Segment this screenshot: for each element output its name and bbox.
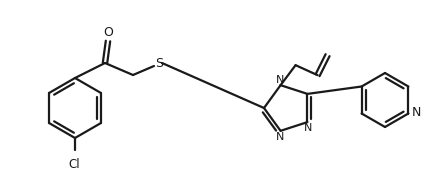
Text: O: O (103, 26, 113, 39)
Text: N: N (304, 123, 312, 133)
Text: N: N (412, 106, 421, 119)
Text: N: N (275, 75, 284, 85)
Text: N: N (275, 132, 284, 142)
Text: S: S (155, 57, 163, 69)
Text: Cl: Cl (68, 158, 80, 171)
